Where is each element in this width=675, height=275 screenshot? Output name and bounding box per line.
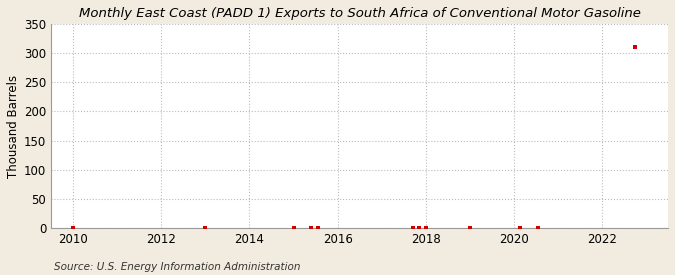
Title: Monthly East Coast (PADD 1) Exports to South Africa of Conventional Motor Gasoli: Monthly East Coast (PADD 1) Exports to S… xyxy=(79,7,641,20)
Point xyxy=(464,226,475,230)
Y-axis label: Thousand Barrels: Thousand Barrels xyxy=(7,75,20,178)
Point xyxy=(306,226,317,230)
Point xyxy=(630,45,641,49)
Point xyxy=(313,226,323,230)
Point xyxy=(515,226,526,230)
Point xyxy=(68,226,79,230)
Point xyxy=(407,226,418,230)
Point xyxy=(533,226,543,230)
Point xyxy=(288,226,299,230)
Point xyxy=(421,226,431,230)
Point xyxy=(414,226,425,230)
Point xyxy=(200,226,211,230)
Text: Source: U.S. Energy Information Administration: Source: U.S. Energy Information Administ… xyxy=(54,262,300,272)
